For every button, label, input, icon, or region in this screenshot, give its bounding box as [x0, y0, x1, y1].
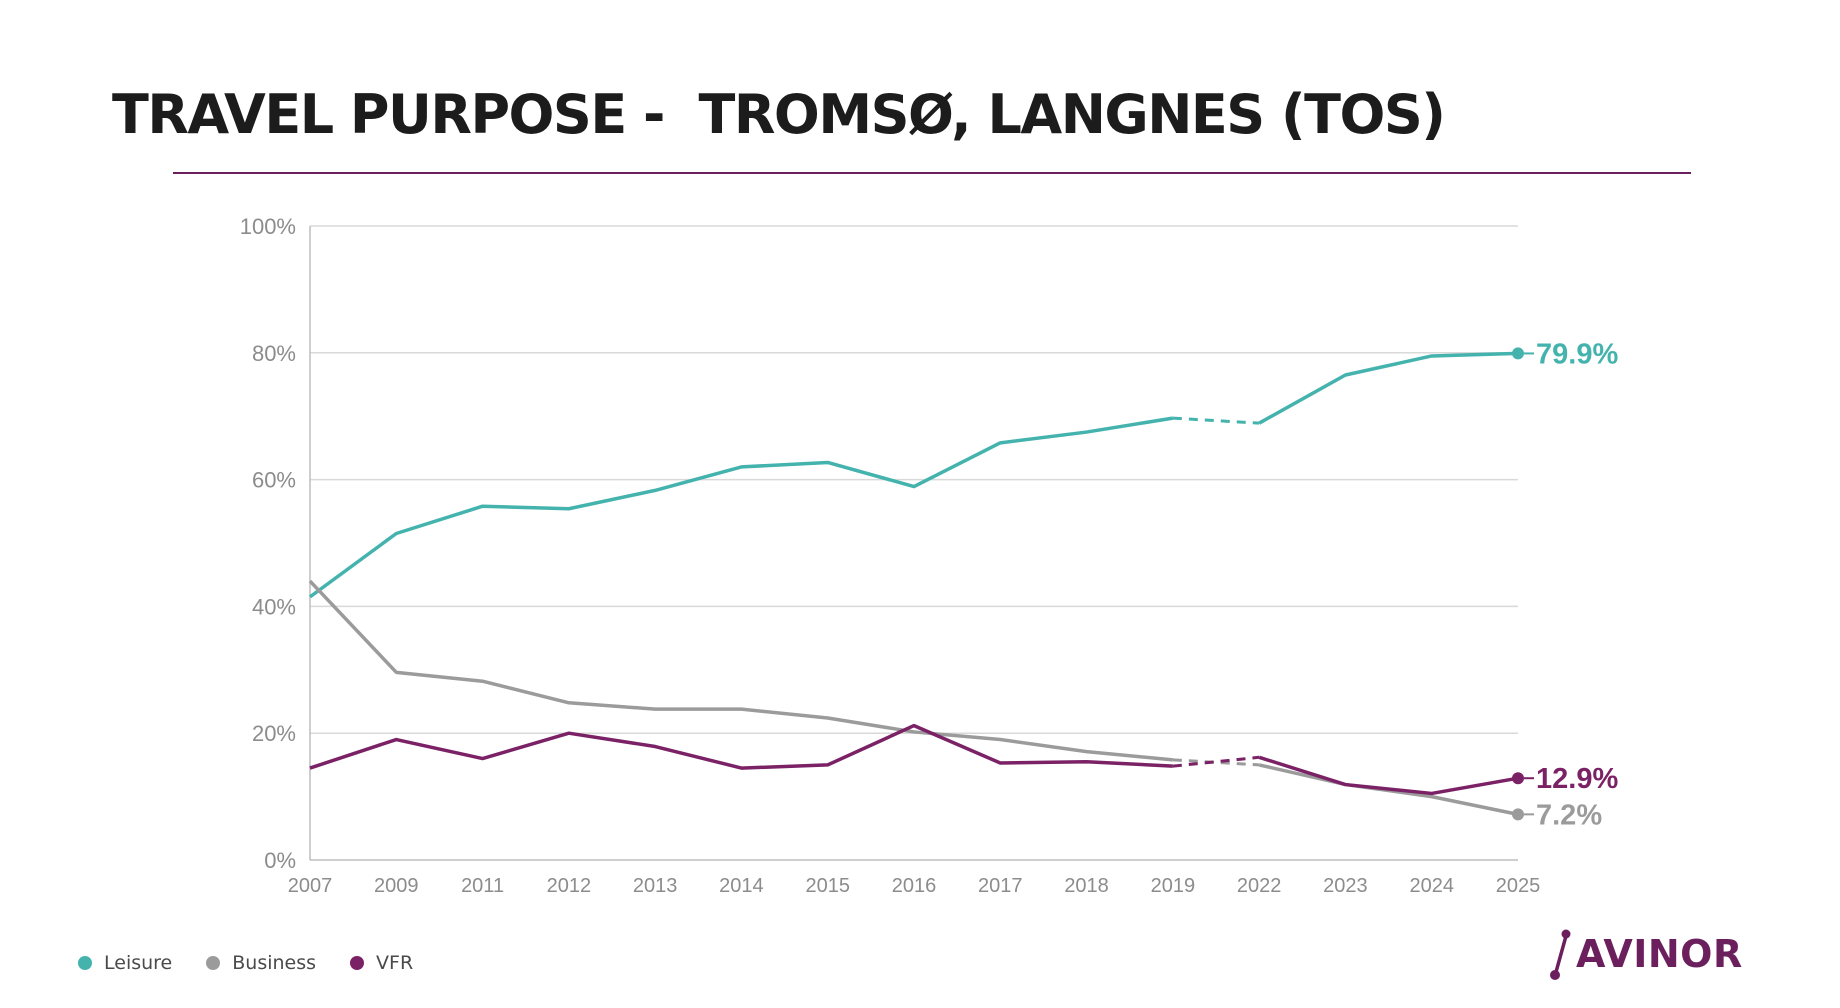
legend-item-vfr: VFR [350, 952, 413, 974]
series-dashed-line-vfr [1172, 755, 1260, 768]
end-label-business: 7.2% [1536, 799, 1602, 831]
series-line-vfr [1258, 755, 1519, 796]
end-label-leisure: 79.9% [1536, 338, 1618, 370]
x-tick-label: 2013 [633, 875, 678, 897]
series-line-business [308, 579, 1174, 762]
y-tick-label: 80% [252, 341, 296, 366]
page-title: TRAVEL PURPOSE - TROMSØ, LANGNES (TOS) [112, 83, 1446, 146]
x-tick-label: 2016 [892, 875, 937, 897]
x-tick-label: 2025 [1496, 875, 1541, 897]
end-label-vfr: 12.9% [1536, 763, 1618, 795]
data-point-vfr [1512, 772, 1524, 785]
x-tick-label: 2018 [1064, 875, 1109, 897]
y-tick-label: 20% [252, 721, 296, 746]
legend-item-leisure: Leisure [78, 952, 172, 974]
y-tick-label: 0% [264, 848, 296, 873]
chart-legend: Leisure Business VFR [78, 952, 447, 974]
legend-item-business: Business [206, 952, 316, 974]
series-dashed-line-leisure [1172, 416, 1260, 425]
legend-label-business: Business [232, 952, 317, 974]
legend-marker-vfr [350, 956, 365, 970]
series-dashed-line-business [1172, 758, 1260, 767]
legend-marker-leisure [78, 956, 92, 970]
series-line-leisure [308, 416, 1174, 599]
legend-marker-business [206, 956, 221, 970]
data-point-leisure [1512, 347, 1524, 360]
x-tick-label: 2009 [374, 875, 419, 897]
avinor-logo: AVINOR [1548, 926, 1743, 982]
x-tick-label: 2022 [1237, 875, 1282, 897]
y-tick-label: 60% [252, 468, 296, 493]
x-tick-label: 2017 [978, 875, 1023, 897]
legend-label-leisure: Leisure [104, 952, 173, 974]
avinor-logo-icon [1550, 929, 1571, 980]
y-tick-label: 40% [252, 594, 296, 619]
x-tick-label: 2014 [719, 875, 764, 897]
title-divider [173, 172, 1691, 174]
x-tick-label: 2023 [1323, 875, 1368, 897]
data-point-business [1512, 808, 1524, 821]
x-tick-label: 2012 [547, 875, 592, 897]
y-tick-label: 100% [240, 214, 296, 239]
x-tick-label: 2024 [1409, 875, 1454, 897]
series-line-vfr [309, 723, 1173, 770]
logo-text: AVINOR [1576, 932, 1743, 976]
x-tick-label: 2015 [805, 875, 850, 897]
x-tick-label: 2007 [288, 875, 333, 897]
legend-label-vfr: VFR [376, 952, 414, 974]
series-line-leisure [1258, 351, 1519, 425]
x-tick-label: 2019 [1151, 875, 1196, 897]
x-tick-label: 2011 [461, 875, 504, 897]
